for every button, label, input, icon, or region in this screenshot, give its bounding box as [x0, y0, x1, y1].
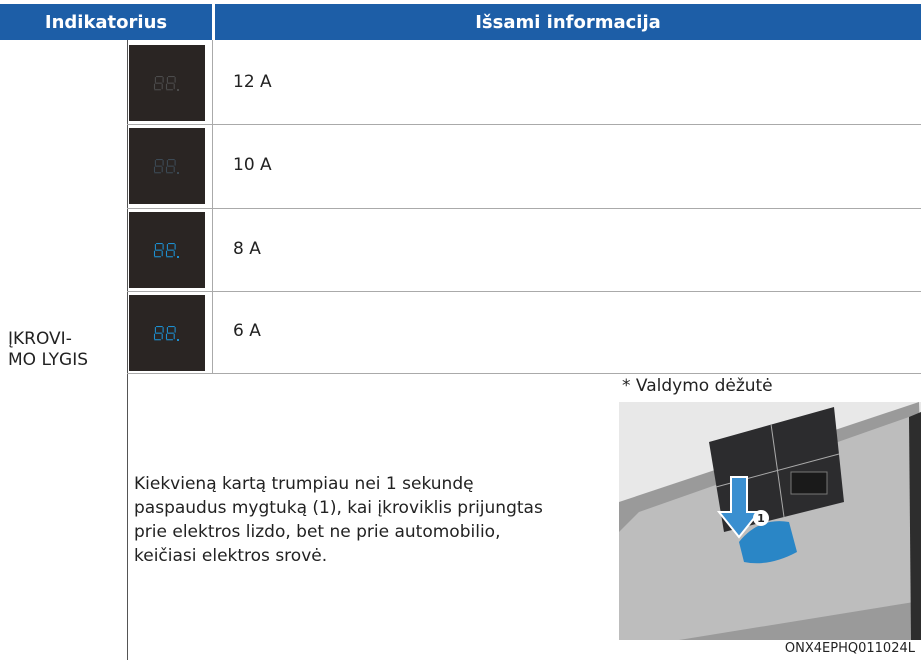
- segment: [168, 243, 175, 245]
- row-divider: [127, 373, 921, 374]
- segment: [166, 172, 173, 174]
- segment: [153, 83, 156, 90]
- segment: [165, 333, 168, 340]
- level-text: 6 A: [233, 321, 261, 341]
- segment: [165, 250, 168, 257]
- segment: [162, 244, 164, 250]
- header-cell: Išsami informacija: [215, 4, 921, 40]
- row-divider: [127, 124, 921, 125]
- segment: [161, 250, 163, 257]
- segment: [166, 160, 168, 166]
- segment: [154, 339, 161, 341]
- arrow: [716, 476, 762, 539]
- segment: [173, 333, 175, 340]
- indicator-icon: [129, 45, 205, 121]
- segment: [153, 333, 156, 340]
- segment: [173, 166, 175, 173]
- segment: [156, 243, 163, 245]
- control-box-illustration: 1: [619, 402, 921, 640]
- device-edge: [909, 412, 921, 640]
- indicator-icon: [129, 128, 205, 204]
- seven-segment-display: [153, 159, 179, 174]
- segment-dot: [177, 256, 179, 258]
- segment: [154, 256, 161, 258]
- segment: [166, 327, 168, 333]
- indicator-icon: [129, 212, 205, 288]
- segment: [161, 333, 163, 340]
- segment: [155, 249, 162, 251]
- segment: [168, 326, 175, 328]
- segment: [156, 326, 163, 328]
- segment-dot: [177, 89, 179, 91]
- segment-dot: [177, 172, 179, 174]
- row-divider: [127, 208, 921, 209]
- segment: [167, 82, 174, 84]
- seven-segment-display: [153, 76, 179, 91]
- segment: [174, 244, 176, 250]
- figure-caption: * Valdymo dėžutė: [622, 376, 773, 396]
- segment: [174, 77, 176, 83]
- segment: [154, 244, 156, 250]
- segment: [154, 172, 161, 174]
- segment: [174, 327, 176, 333]
- callout-circle: [753, 510, 769, 526]
- segment: [165, 83, 168, 90]
- segment: [154, 327, 156, 333]
- segment: [154, 89, 161, 91]
- header-cell: Indikatorius: [0, 4, 212, 40]
- segment: [161, 83, 163, 90]
- segment: [167, 165, 174, 167]
- segment: [162, 160, 164, 166]
- seven-segment-display: [153, 326, 179, 341]
- display: [790, 471, 828, 495]
- button: [739, 521, 797, 564]
- seven-segment-display: [153, 243, 179, 258]
- column-divider: [127, 40, 128, 660]
- segment: [153, 250, 156, 257]
- segment: [154, 160, 156, 166]
- segment: [167, 332, 174, 334]
- indicator-icon: [129, 295, 205, 371]
- segment: [166, 77, 168, 83]
- description: Kiekvieną kartą trumpiau nei 1 sekundę p…: [134, 474, 543, 566]
- segment: [153, 166, 156, 173]
- segment: [173, 83, 175, 90]
- segment: [155, 332, 162, 334]
- segment: [168, 76, 175, 78]
- column-divider: [212, 40, 213, 373]
- segment: [166, 256, 173, 258]
- segment: [165, 166, 168, 173]
- segment: [154, 77, 156, 83]
- segment-dot: [177, 339, 179, 341]
- segment: [155, 165, 162, 167]
- segment: [173, 250, 175, 257]
- segment: [156, 76, 163, 78]
- segment: [162, 327, 164, 333]
- callout: 1: [757, 512, 765, 525]
- indicator-label: ĮKROVI- MO LYGIS: [8, 329, 89, 370]
- level-text: 10 A: [233, 155, 272, 175]
- segment: [167, 249, 174, 251]
- row-divider: [127, 291, 921, 292]
- segment: [162, 77, 164, 83]
- segment: [168, 159, 175, 161]
- segment: [166, 89, 173, 91]
- figure-code: ONX4EPHQ011024L: [784, 641, 915, 656]
- segment: [155, 82, 162, 84]
- segment: [174, 160, 176, 166]
- segment: [166, 244, 168, 250]
- segment: [161, 166, 163, 173]
- level-text: 12 A: [233, 72, 272, 92]
- segment: [166, 339, 173, 341]
- level-text: 8 A: [233, 239, 261, 259]
- segment: [156, 159, 163, 161]
